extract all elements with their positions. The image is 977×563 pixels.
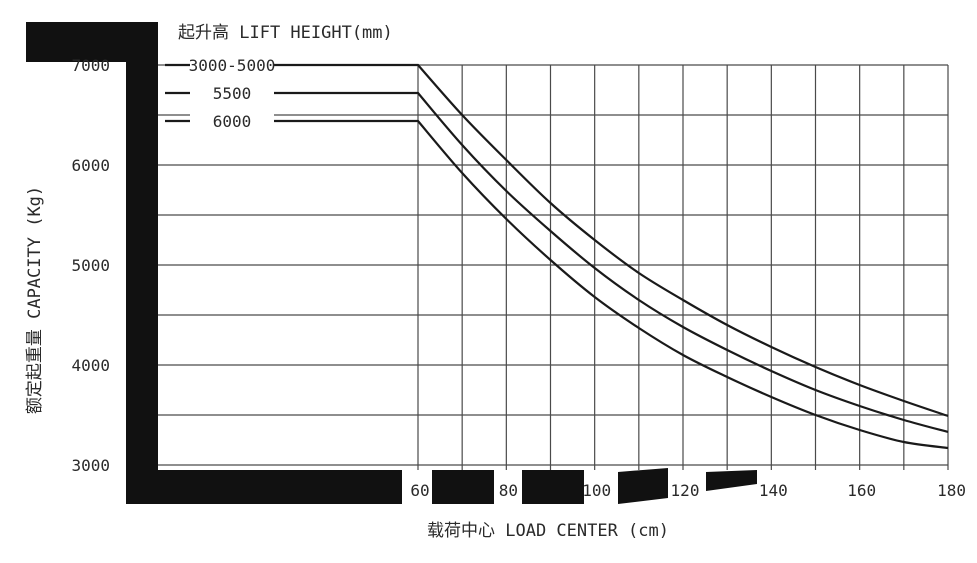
frame-left-bar [126,22,158,504]
y-axis-label: 额定起重量 CAPACITY (Kg) [25,186,45,414]
y-tick-label: 5000 [71,256,110,275]
axis-block-1 [432,470,494,504]
y-tick-label: 6000 [71,156,110,175]
x-tick-label: 140 [759,481,788,500]
x-axis-label: 载荷中心 LOAD CENTER (cm) [427,521,669,541]
y-tick-label: 7000 [71,56,110,75]
series-label: 5500 [213,84,252,103]
series-label: 3000-5000 [189,56,276,75]
x-tick-label: 180 [937,481,966,500]
axis-block-3 [618,468,668,504]
tick-labels: 3000 4000 5000 6000 7000 60 80 100 120 140 160 180 [71,56,966,500]
y-tick-label: 4000 [71,356,110,375]
frame-bottom-bar [126,470,402,504]
axis-block-4 [706,470,757,491]
chart-title: 起升高 LIFT HEIGHT(mm) [178,23,393,43]
series-line-1 [165,63,949,418]
frame-decoration [26,22,757,504]
series-label-bg [190,110,274,132]
x-tick-label: 120 [671,481,700,500]
y-tick-label: 3000 [71,456,110,475]
x-tick-label: 60 [410,481,429,500]
x-tick-label: 160 [847,481,876,500]
series-line-3 [165,119,949,450]
axis-block-2 [522,470,584,504]
x-tick-label: 80 [499,481,518,500]
x-tick-label: 100 [582,481,611,500]
series-label-bg [190,54,274,76]
series-lines: 3000-5000 5500 6000 [165,54,949,450]
grid [158,64,949,470]
series-label-bg [190,82,274,104]
series-label: 6000 [213,112,252,131]
series-line-2 [165,91,949,434]
